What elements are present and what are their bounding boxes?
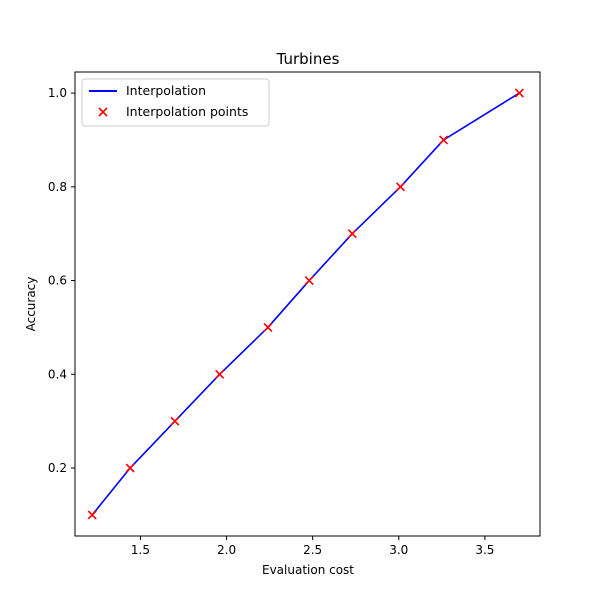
interpolation-point	[170, 416, 180, 426]
legend-label-interpolation: Interpolation	[126, 83, 206, 98]
interpolation-line	[91, 92, 520, 516]
interpolation-point	[347, 229, 357, 239]
x-axis-label: Evaluation cost	[262, 563, 354, 577]
legend-x-marker	[98, 107, 108, 117]
interpolation-point	[395, 182, 406, 192]
interpolation-point	[87, 510, 97, 520]
interpolation-point	[263, 322, 273, 333]
x-tick-label: 3.0	[389, 543, 408, 557]
x-tick-label: 3.5	[475, 543, 494, 557]
marker-layer	[87, 88, 524, 520]
plot-frame	[74, 71, 541, 537]
series-layer	[91, 92, 520, 516]
y-axis-label: Accuracy	[24, 277, 38, 332]
x-tick-label: 2.5	[303, 543, 322, 557]
interpolation-point	[304, 275, 314, 286]
x-axis: 1.5 2.0 2.5 3.0 3.5	[131, 536, 494, 557]
legend-marker-swatch	[98, 107, 108, 117]
y-axis: 0.2 0.4 0.6 0.8 1.0	[48, 86, 75, 475]
x-tick-label: 2.0	[217, 543, 236, 557]
y-tick-label: 0.8	[48, 180, 67, 194]
chart-title: Turbines	[276, 50, 340, 68]
interpolation-point	[125, 463, 135, 473]
y-tick-label: 0.4	[48, 367, 67, 381]
plot-area	[74, 71, 541, 537]
y-tick-label: 0.6	[48, 274, 67, 288]
y-tick-label: 0.2	[48, 461, 67, 475]
legend: Interpolation Interpolation points	[81, 78, 270, 127]
interpolation-point	[514, 88, 524, 98]
legend-box	[81, 78, 270, 127]
x-tick-label: 1.5	[131, 543, 150, 557]
y-tick-label: 1.0	[48, 86, 67, 100]
interpolation-point	[215, 369, 225, 379]
legend-label-interpolation-points: Interpolation points	[126, 104, 248, 119]
interpolation-point	[438, 135, 449, 145]
